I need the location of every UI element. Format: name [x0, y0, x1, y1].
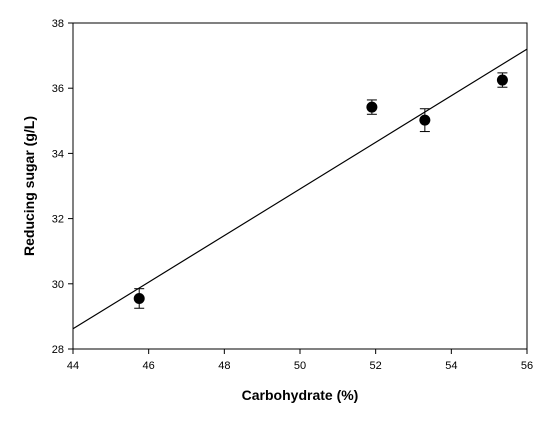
y-axis-label: Reducing sugar (g/L): [21, 116, 37, 256]
plot-area-frame: [72, 22, 528, 350]
y-tick-label: 28: [52, 344, 64, 356]
regression-line: [72, 48, 528, 330]
y-tick-label: 32: [52, 214, 64, 226]
x-tick-label: 50: [294, 360, 306, 372]
data-points: [133, 72, 508, 309]
data-point: [419, 114, 431, 126]
y-ticks: 28 30 32 34 36 38: [52, 18, 73, 356]
data-point: [496, 74, 508, 86]
y-tick-label: 34: [52, 148, 64, 160]
y-tick-label: 30: [52, 279, 64, 291]
x-axis-label: Carbohydrate (%): [242, 387, 359, 403]
x-tick-label: 56: [521, 360, 533, 372]
data-point: [366, 101, 378, 113]
regression-line-group: [72, 48, 528, 330]
x-tick-label: 48: [218, 360, 230, 372]
x-tick-label: 54: [445, 360, 457, 372]
x-tick-label: 46: [143, 360, 155, 372]
x-tick-label: 44: [67, 360, 79, 372]
y-tick-label: 38: [52, 18, 64, 30]
x-ticks: 44 46 48 50 52 54 56: [67, 349, 533, 372]
data-point: [133, 292, 145, 304]
y-tick-label: 36: [52, 83, 64, 95]
x-tick-label: 52: [370, 360, 382, 372]
